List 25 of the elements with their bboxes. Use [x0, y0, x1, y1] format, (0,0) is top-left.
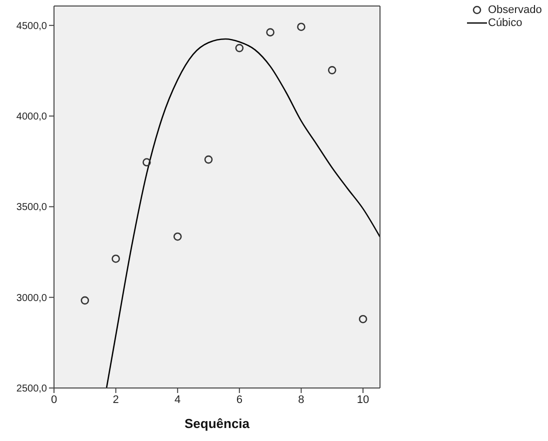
- y-tick-label: 4000,0: [16, 112, 48, 123]
- point: [297, 22, 306, 31]
- x-tick-label: 8: [298, 394, 304, 406]
- point: [80, 296, 90, 305]
- point: [235, 44, 244, 52]
- x-tick-label: 4: [174, 394, 181, 406]
- point: [328, 66, 336, 74]
- y-tick-label: 2500,0: [16, 384, 48, 395]
- y-tick-label: 3000,0: [16, 292, 48, 304]
- legend-label: Observado: [488, 4, 542, 16]
- point: [358, 314, 368, 324]
- x-tick-label: 10: [356, 394, 370, 406]
- x-tick-label: 2: [112, 394, 119, 406]
- y-tick-label: 4500,0: [16, 20, 48, 32]
- y-tick-label: 3500,0: [16, 202, 48, 214]
- point: [173, 232, 182, 241]
- point: [204, 155, 213, 164]
- x-tick-label: 0: [50, 394, 58, 406]
- x-axis-title: Sequência: [184, 416, 250, 431]
- line-series: [106, 38, 380, 388]
- legend-label: Cúbico: [488, 16, 522, 28]
- point: [112, 254, 120, 263]
- point: [266, 28, 274, 36]
- point: [142, 158, 151, 166]
- x-tick-label: 6: [236, 394, 242, 406]
